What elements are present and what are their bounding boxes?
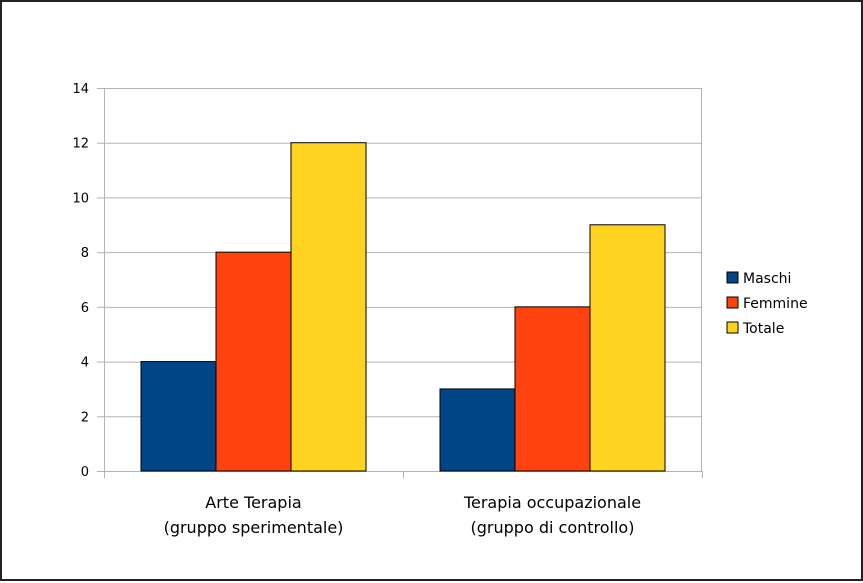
bar-femmine [215,251,292,472]
legend: Maschi Femmine Totale [726,271,808,337]
x-category-label: Terapia occupazionale [463,493,641,512]
legend-swatch-femmine [726,296,739,309]
bar-totale [290,142,367,472]
bar-maschi [140,361,217,472]
x-category-label: Arte Terapia [205,493,301,512]
y-tick-label: 14 [72,82,89,97]
y-tick-label: 4 [81,356,89,371]
x-category-label: (gruppo di controllo) [471,518,635,537]
y-tick-label: 0 [81,465,89,480]
axis-labels: 0 2 4 6 8 10 12 14 Arte Terapia (gruppo speriment… [72,82,641,537]
legend-label-maschi: Maschi [743,271,791,287]
x-category-label: (gruppo sperimentale) [164,518,344,537]
y-tick-label: 12 [72,137,89,152]
bars [140,142,666,472]
legend-swatch-totale [726,321,739,334]
legend-label-totale: Totale [742,321,784,337]
bar-maschi [439,388,516,472]
y-tick-label: 2 [81,410,89,425]
y-tick-label: 6 [81,301,89,316]
y-tick-label: 8 [81,246,89,261]
legend-label-femmine: Femmine [743,296,808,312]
legend-swatch-maschi [726,271,739,284]
bar-totale [589,224,666,472]
bar-femmine [514,306,591,472]
y-tick-label: 10 [72,191,89,206]
